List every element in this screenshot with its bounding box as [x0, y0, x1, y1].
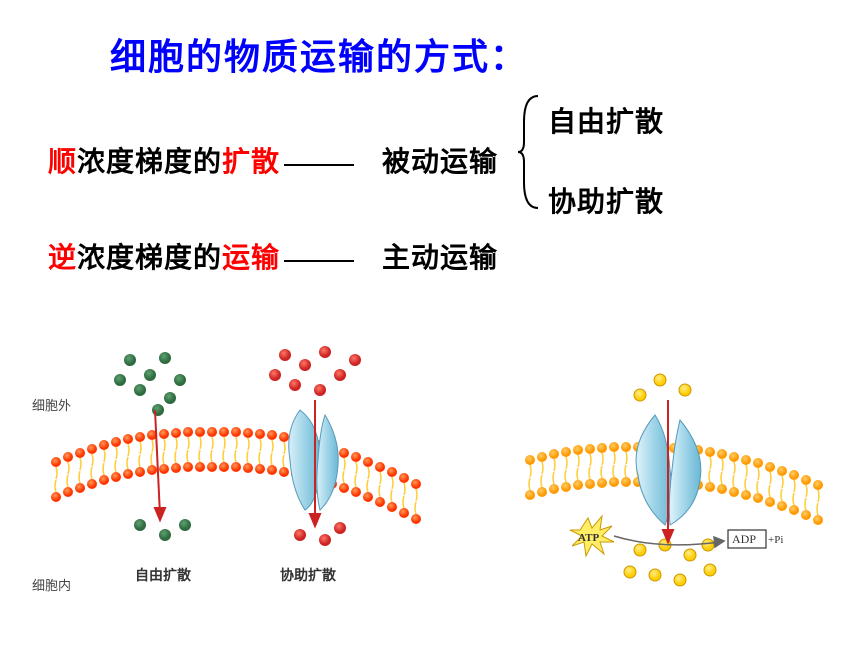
line1-passive: 被动运输	[382, 140, 498, 180]
line2-suffix: 运输	[222, 243, 280, 274]
particles-yellow-outside	[634, 374, 691, 401]
line1-suffix: 扩散	[222, 147, 280, 178]
line1-mid: 浓度梯度的	[77, 147, 222, 178]
particles-green-inside	[134, 519, 191, 541]
line2-mid: 浓度梯度的	[77, 243, 222, 274]
particles-green-outside	[114, 352, 186, 416]
option-free-diffusion: 自由扩散	[548, 100, 664, 140]
membrane-bilayer	[50, 427, 430, 524]
svg-text:+Pi: +Pi	[768, 534, 783, 546]
page-title: 细胞的物质运输的方式：	[110, 28, 528, 80]
particles-red-inside	[294, 522, 346, 546]
option-facilitated-diffusion: 协助扩散	[548, 180, 664, 220]
bracket-icon	[518, 92, 540, 212]
line1-prefix: 顺	[48, 147, 77, 178]
channel-protein	[289, 410, 338, 510]
diagram-passive-transport: 细胞外 细胞内 自由扩散 协助扩散	[20, 330, 460, 630]
line2-left: 逆浓度梯度的运输	[48, 236, 358, 276]
particles-yellow-inside	[624, 539, 716, 586]
line2-active: 主动运输	[382, 236, 498, 276]
atp-burst: ATP	[570, 516, 614, 556]
svg-text:ADP: ADP	[732, 532, 756, 546]
adp-box: ADP +Pi	[728, 530, 783, 548]
dash-1	[284, 164, 354, 166]
label-facilitated-diffusion: 协助扩散	[280, 567, 337, 584]
label-outside: 细胞外	[32, 398, 71, 413]
particles-red-outside	[269, 346, 361, 396]
line2-prefix: 逆	[48, 243, 77, 274]
label-inside: 细胞内	[32, 578, 71, 593]
label-free-diffusion: 自由扩散	[135, 567, 192, 584]
line1-left: 顺浓度梯度的扩散	[48, 140, 358, 180]
diagram-active-transport: ATP ADP +Pi	[510, 350, 840, 630]
svg-text:ATP: ATP	[578, 532, 599, 544]
dash-2	[284, 260, 354, 262]
